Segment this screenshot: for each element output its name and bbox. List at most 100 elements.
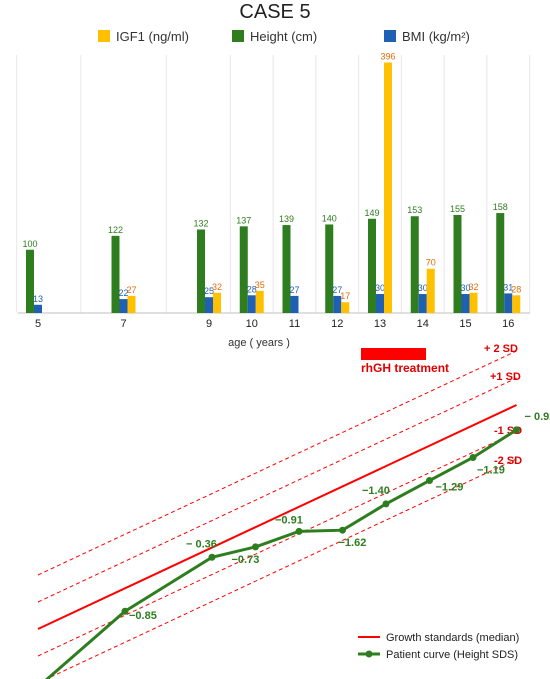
data-label-igf1: 35 bbox=[255, 280, 265, 290]
chart-title: CASE 5 bbox=[239, 1, 310, 23]
legend-swatch-height bbox=[232, 30, 244, 42]
bar-height bbox=[239, 226, 248, 313]
sds-value-label: −1.19 bbox=[477, 464, 505, 476]
bar-igf1 bbox=[213, 292, 221, 313]
sds-value-label: −0.73 bbox=[232, 554, 260, 566]
legend-swatch-igf1 bbox=[98, 30, 110, 42]
bar-igf1 bbox=[426, 268, 435, 313]
sd-label: + 2 SD bbox=[484, 343, 518, 355]
legend-label-igf1: IGF1 (ng/ml) bbox=[116, 29, 189, 44]
bar-bmi bbox=[205, 297, 213, 313]
patient-point bbox=[121, 607, 129, 615]
patient-point bbox=[295, 527, 303, 535]
data-label-igf1: 27 bbox=[126, 285, 136, 295]
data-label-igf1: 396 bbox=[380, 52, 395, 62]
patient-point bbox=[339, 526, 346, 534]
sd-line--1 bbox=[37, 431, 517, 657]
bar-height bbox=[197, 229, 205, 313]
legend-label-bmi: BMI (kg/m²) bbox=[402, 29, 470, 44]
legend-swatch-bmi bbox=[384, 30, 396, 42]
x-tick-label: 12 bbox=[331, 318, 343, 330]
data-label-igf1: 32 bbox=[212, 282, 222, 292]
data-label-igf1: 32 bbox=[468, 282, 478, 292]
data-label-height: 149 bbox=[364, 208, 379, 218]
x-tick-label: 10 bbox=[246, 318, 258, 330]
bar-bmi bbox=[461, 294, 470, 313]
sd-label: -2 SD bbox=[494, 455, 522, 467]
legend-label-height: Height (cm) bbox=[250, 29, 317, 44]
bar-height bbox=[410, 216, 419, 313]
data-label-height: 100 bbox=[22, 239, 37, 249]
data-label-height: 153 bbox=[407, 205, 422, 215]
sds-value-label: −1.29 bbox=[436, 482, 464, 494]
bar-bmi bbox=[290, 295, 299, 313]
legend-marker-patient bbox=[365, 650, 373, 658]
patient-line bbox=[44, 428, 518, 679]
data-label-bmi: 31 bbox=[503, 282, 513, 292]
bar-height bbox=[496, 213, 505, 313]
bar-bmi bbox=[34, 304, 42, 313]
data-label-height: 140 bbox=[322, 213, 337, 223]
median-line bbox=[37, 404, 517, 630]
bar-bmi bbox=[333, 295, 342, 313]
patient-point bbox=[252, 543, 259, 551]
sds-value-label: −0.91 bbox=[275, 514, 303, 526]
bar-height bbox=[453, 214, 462, 313]
data-label-igf1: 70 bbox=[426, 258, 436, 268]
data-label-bmi: 22 bbox=[118, 288, 128, 298]
data-label-bmi: 30 bbox=[418, 283, 428, 293]
patient-point bbox=[382, 500, 390, 508]
x-axis-label: age ( years ) bbox=[228, 337, 290, 349]
treatment-bar bbox=[361, 348, 426, 360]
data-label-igf1: 17 bbox=[340, 291, 350, 301]
bar-bmi bbox=[376, 294, 384, 313]
bar-igf1 bbox=[255, 290, 264, 313]
line-legend: Growth standards (median) Patient curve … bbox=[358, 632, 519, 661]
bar-legend: IGF1 (ng/ml) Height (cm) BMI (kg/m²) bbox=[98, 29, 470, 44]
data-label-height: 132 bbox=[193, 219, 208, 229]
x-tick-label: 5 bbox=[35, 318, 41, 330]
data-label-bmi: 30 bbox=[460, 283, 470, 293]
x-tick-label: 11 bbox=[289, 318, 300, 330]
x-tick-label: 13 bbox=[374, 318, 386, 330]
sds-value-label: −0.85 bbox=[129, 610, 157, 622]
bar-igf1 bbox=[384, 62, 392, 313]
legend-label-median: Growth standards (median) bbox=[386, 632, 519, 644]
sds-value-label: − 0.92 bbox=[525, 411, 550, 423]
x-tick-label: 9 bbox=[206, 318, 212, 330]
sds-points: −2.15−0.85− 0.36−0.73−0.91−1.62−1.40−1.2… bbox=[44, 411, 550, 679]
data-label-height: 122 bbox=[108, 225, 123, 235]
data-label-height: 137 bbox=[236, 215, 251, 225]
data-label-bmi: 30 bbox=[375, 283, 385, 293]
data-label-igf1: 28 bbox=[511, 284, 521, 294]
x-tick-label: 16 bbox=[502, 318, 514, 330]
patient-point bbox=[208, 553, 216, 561]
x-tick-labels: 5 7 9 10 11 12 13 14 15 16 bbox=[35, 318, 514, 330]
data-label-bmi: 28 bbox=[247, 284, 257, 294]
bar-height bbox=[111, 235, 120, 313]
bars: 1001312222271322532137283513927140271714… bbox=[22, 52, 521, 313]
bar-height bbox=[282, 225, 291, 313]
patient-point bbox=[513, 426, 520, 434]
bar-igf1 bbox=[341, 302, 350, 313]
sds-value-label: − 0.36 bbox=[186, 538, 217, 550]
x-tick-label: 15 bbox=[459, 318, 471, 330]
bar-bmi bbox=[418, 294, 427, 313]
sds-value-label: −1.62 bbox=[339, 537, 367, 549]
data-label-bmi: 13 bbox=[33, 294, 43, 304]
bar-igf1 bbox=[469, 292, 478, 313]
sds-value-label: −1.40 bbox=[362, 485, 390, 497]
bar-bmi bbox=[119, 299, 128, 313]
data-label-height: 158 bbox=[493, 202, 508, 212]
bar-height bbox=[368, 218, 376, 313]
data-label-bmi: 27 bbox=[289, 285, 299, 295]
x-tick-label: 14 bbox=[417, 318, 429, 330]
legend-label-patient: Patient curve (Height SDS) bbox=[386, 649, 518, 661]
data-label-height: 139 bbox=[279, 214, 294, 224]
bar-igf1 bbox=[512, 295, 521, 313]
patient-point bbox=[469, 453, 477, 461]
bar-bmi bbox=[504, 293, 513, 313]
bar-grid bbox=[16, 55, 531, 314]
growth-lines bbox=[37, 350, 517, 679]
